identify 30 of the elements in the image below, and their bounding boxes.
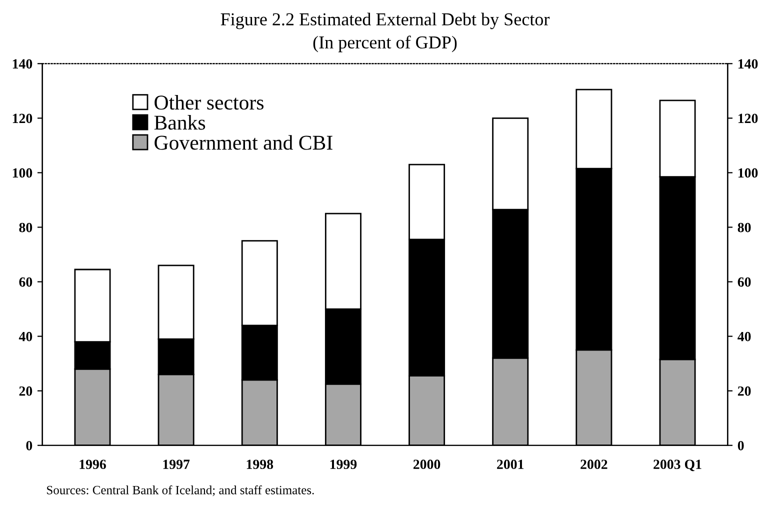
source-note: Sources: Central Bank of Iceland; and staff estimates. bbox=[47, 485, 314, 496]
y2-tick-label: 60 bbox=[738, 277, 751, 287]
x-tick-label: 2002 bbox=[580, 460, 608, 470]
chart-title: Figure 2.2 Estimated External Debt by Sector bbox=[220, 12, 550, 30]
legend-label: Government and CBI bbox=[154, 135, 332, 150]
y-tick-label: 100 bbox=[12, 168, 32, 178]
x-tick-label: 2003 Q1 bbox=[654, 460, 702, 472]
x-tick-label: 1997 bbox=[163, 460, 190, 470]
x-tick-label: 1998 bbox=[246, 460, 274, 470]
y-tick-label: 20 bbox=[19, 386, 32, 396]
y2-tick-label: 0 bbox=[738, 440, 744, 450]
x-tick-label: 1996 bbox=[80, 460, 106, 470]
y-tick-label: 0 bbox=[26, 440, 32, 450]
y2-tick-label: 40 bbox=[738, 332, 751, 342]
y2-tick-label: 80 bbox=[738, 222, 751, 232]
legend-label: Banks bbox=[154, 115, 206, 130]
y2-tick-label: 20 bbox=[738, 386, 751, 396]
y-tick-label: 120 bbox=[12, 114, 32, 124]
y2-tick-label: 100 bbox=[738, 168, 758, 178]
y-tick-label: 60 bbox=[19, 277, 32, 287]
y-tick-label: 80 bbox=[19, 222, 32, 232]
y2-tick-label: 140 bbox=[738, 59, 758, 69]
x-tick-label: 2000 bbox=[413, 460, 440, 470]
y2-tick-label: 120 bbox=[738, 114, 758, 124]
x-tick-label: 2001 bbox=[497, 460, 524, 470]
legend-label: Other sectors bbox=[154, 94, 264, 110]
chart-subtitle: (In percent of GDP) bbox=[313, 36, 457, 52]
y-tick-label: 40 bbox=[18, 332, 32, 342]
x-tick-label: 1999 bbox=[330, 460, 357, 470]
y-tick-label: 140 bbox=[12, 59, 32, 69]
